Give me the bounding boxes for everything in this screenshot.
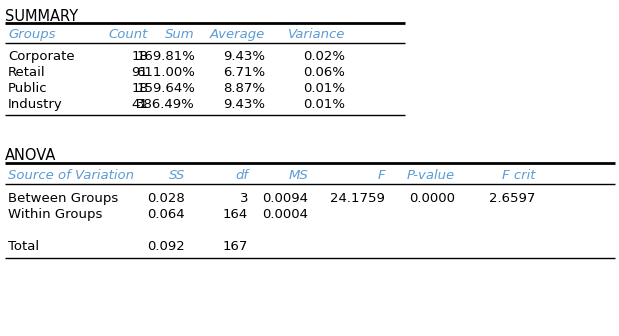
Text: 9.43%: 9.43% [223, 98, 265, 111]
Text: 0.064: 0.064 [147, 208, 185, 221]
Text: Average: Average [210, 28, 265, 41]
Text: 24.1759: 24.1759 [330, 192, 385, 205]
Text: Count: Count [108, 28, 148, 41]
Text: df: df [235, 169, 248, 182]
Text: Corporate: Corporate [8, 50, 75, 63]
Text: 159.64%: 159.64% [136, 82, 195, 95]
Text: P-value: P-value [407, 169, 455, 182]
Text: 2.6597: 2.6597 [488, 192, 535, 205]
Text: 0.092: 0.092 [147, 240, 185, 253]
Text: 41: 41 [131, 98, 148, 111]
Text: F crit: F crit [501, 169, 535, 182]
Text: 386.49%: 386.49% [136, 98, 195, 111]
Text: 18: 18 [131, 50, 148, 63]
Text: F: F [378, 169, 385, 182]
Text: 6.71%: 6.71% [223, 66, 265, 79]
Text: 0.06%: 0.06% [303, 66, 345, 79]
Text: 611.00%: 611.00% [136, 66, 195, 79]
Text: 0.01%: 0.01% [303, 82, 345, 95]
Text: 9.43%: 9.43% [223, 50, 265, 63]
Text: 169.81%: 169.81% [136, 50, 195, 63]
Text: Groups: Groups [8, 28, 56, 41]
Text: Within Groups: Within Groups [8, 208, 102, 221]
Text: 0.0094: 0.0094 [262, 192, 308, 205]
Text: 167: 167 [223, 240, 248, 253]
Text: 164: 164 [223, 208, 248, 221]
Text: MS: MS [288, 169, 308, 182]
Text: 0.028: 0.028 [147, 192, 185, 205]
Text: 0.01%: 0.01% [303, 98, 345, 111]
Text: Retail: Retail [8, 66, 46, 79]
Text: 91: 91 [131, 66, 148, 79]
Text: SS: SS [169, 169, 185, 182]
Text: 0.0000: 0.0000 [409, 192, 455, 205]
Text: Variance: Variance [288, 28, 345, 41]
Text: Between Groups: Between Groups [8, 192, 118, 205]
Text: Total: Total [8, 240, 39, 253]
Text: 0.0004: 0.0004 [262, 208, 308, 221]
Text: 0.02%: 0.02% [303, 50, 345, 63]
Text: 8.87%: 8.87% [223, 82, 265, 95]
Text: Public: Public [8, 82, 48, 95]
Text: Source of Variation: Source of Variation [8, 169, 134, 182]
Text: 3: 3 [240, 192, 248, 205]
Text: Industry: Industry [8, 98, 63, 111]
Text: 18: 18 [131, 82, 148, 95]
Text: SUMMARY: SUMMARY [5, 9, 78, 24]
Text: ANOVA: ANOVA [5, 148, 56, 163]
Text: Sum: Sum [165, 28, 195, 41]
